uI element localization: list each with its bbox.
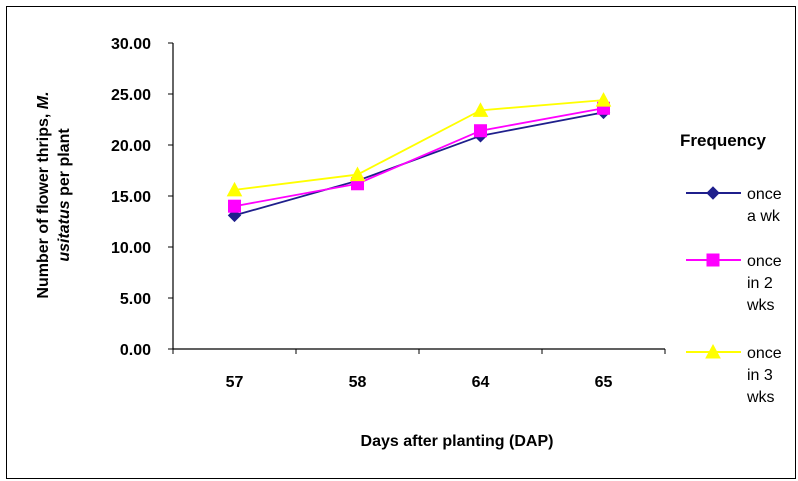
x-tick-label: 64 [472, 374, 490, 391]
y-tick-label: 5.00 [120, 291, 151, 308]
y-tick-label: 25.00 [111, 87, 151, 104]
legend-entry-1: once a wk [686, 186, 782, 225]
series-3 [226, 92, 612, 197]
series [226, 92, 612, 223]
y-tick-label: 0.00 [120, 342, 151, 359]
series-2 [228, 101, 610, 213]
legend: Frequency once a wk once in 2 wks once in 3 wks [680, 131, 782, 406]
tick-labels: 0.00 5.00 10.00 15.00 20.00 25.00 30.00 57 58 64 6… [111, 36, 613, 391]
y-tick-label: 30.00 [111, 36, 151, 53]
legend-title: Frequency [680, 131, 767, 150]
legend-label: once in 3 wks [746, 345, 782, 406]
data-point [472, 102, 489, 117]
data-point [474, 124, 487, 138]
x-tick-label: 65 [595, 374, 613, 391]
data-point [595, 92, 612, 107]
legend-swatch-marker [706, 186, 720, 200]
x-tick-label: 57 [226, 374, 244, 391]
series-1 [227, 105, 611, 223]
data-point [228, 199, 241, 213]
legend-label: once in 2 wks [746, 253, 782, 314]
chart-frame [6, 6, 796, 479]
axes [168, 42, 666, 354]
legend-entry-3: once in 3 wks [686, 343, 782, 406]
legend-entry-2: once in 2 wks [686, 253, 782, 314]
y-tick-label: 15.00 [111, 189, 151, 206]
series-line [234, 99, 604, 191]
y-axis-title-line1: Number of flower thrips, M. [35, 91, 52, 298]
y-axis-title: Number of flower thrips, M.usitatus per … [35, 91, 73, 298]
y-tick-label: 10.00 [111, 240, 151, 257]
series-line [234, 111, 604, 217]
data-point [349, 166, 366, 182]
x-axis-title: Days after planting (DAP) [361, 433, 554, 450]
legend-swatch-marker [705, 343, 721, 359]
y-tick-label: 20.00 [111, 138, 151, 155]
series-line [234, 107, 604, 208]
x-tick-label: 58 [349, 374, 367, 391]
legend-swatch-marker [706, 253, 720, 267]
data-point [226, 181, 243, 197]
y-axis-title-line2: usitatus per plant [56, 128, 73, 262]
legend-label: once a wk [747, 186, 782, 225]
